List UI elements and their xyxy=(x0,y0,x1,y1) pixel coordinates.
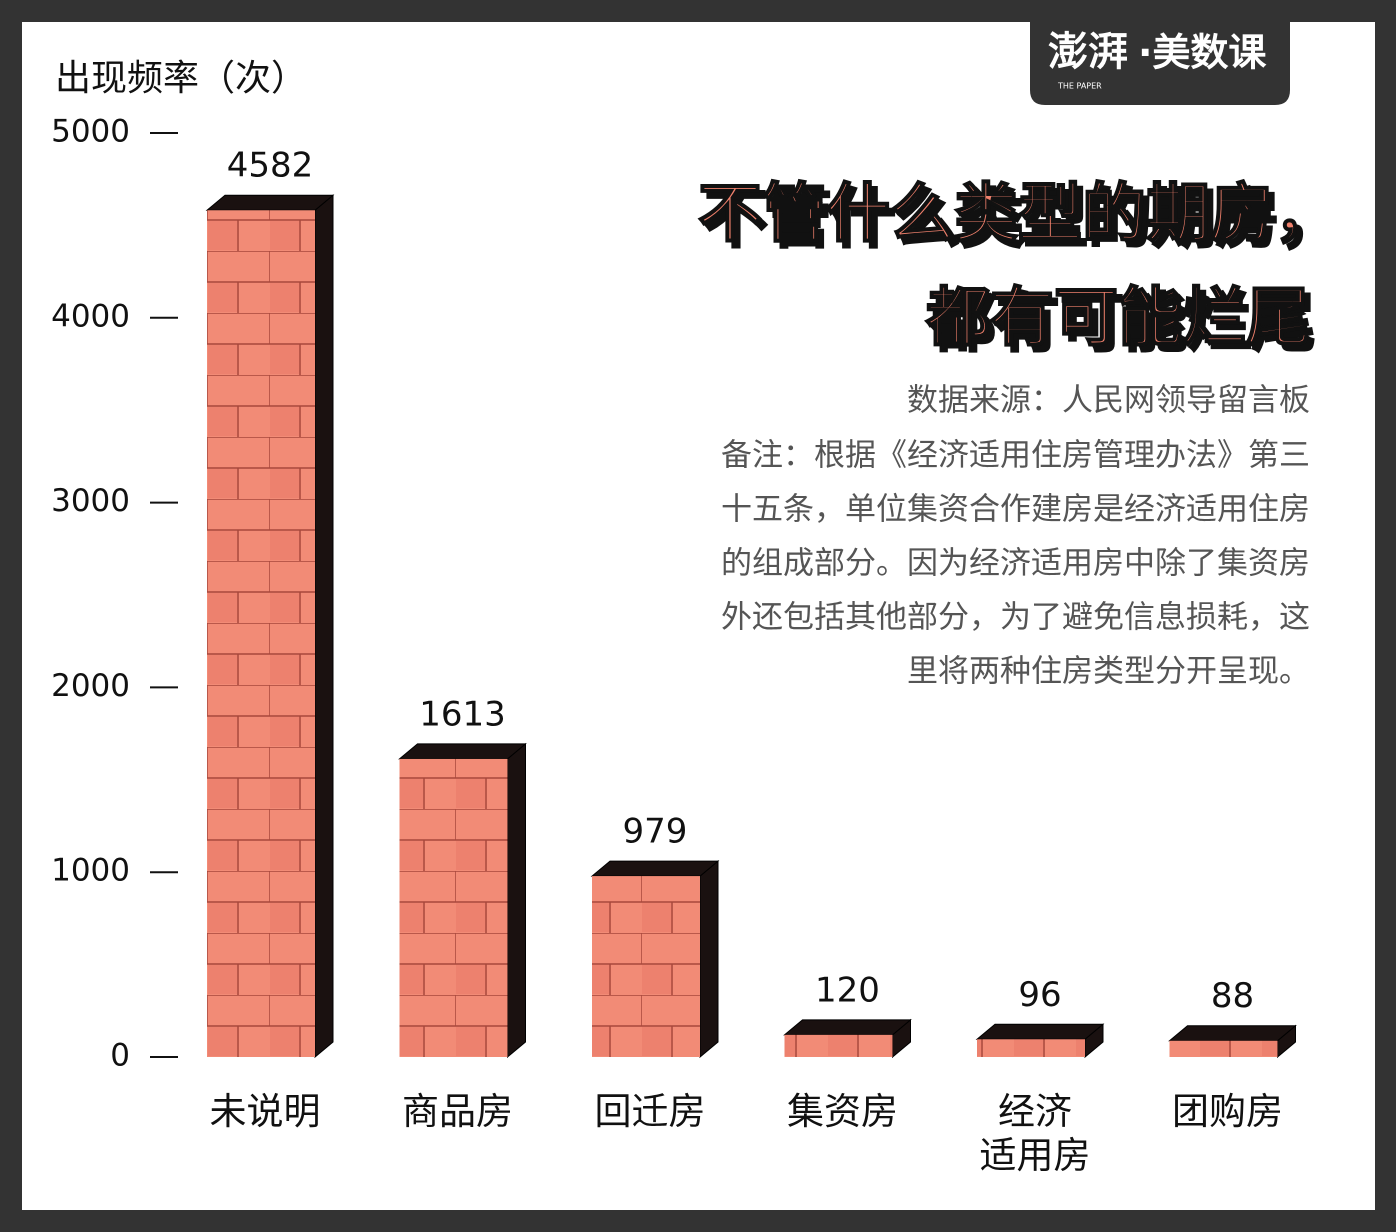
value-label: 1613 xyxy=(419,694,506,734)
y-tick-label: 3000 xyxy=(51,483,130,519)
value-label: 120 xyxy=(815,970,880,1010)
bar xyxy=(207,210,315,1057)
x-tick-label: 经济 适用房 xyxy=(979,1090,1091,1177)
value-label: 96 xyxy=(1018,975,1061,1015)
source: 数据来源：人民网领导留言板 xyxy=(907,383,1310,419)
bar xyxy=(784,1034,893,1057)
bar-top xyxy=(590,860,720,877)
bar-top xyxy=(205,194,335,211)
note-line: 的组成部分。因为经济适用房中除了集资房 xyxy=(721,546,1310,582)
logo-name: ·美数课 xyxy=(1138,31,1266,75)
bar-top xyxy=(1168,1025,1297,1042)
title-line: 不管什么类型的期房， xyxy=(698,178,1338,252)
y-tick-label: 0 xyxy=(110,1038,130,1074)
bar xyxy=(1169,1040,1278,1057)
bar xyxy=(399,758,508,1057)
x-tick-label: 集资房 xyxy=(787,1090,898,1133)
note-line: 外还包括其他部分，为了避免信息损耗，这 xyxy=(721,600,1310,636)
x-tick-label: 商品房 xyxy=(402,1090,513,1133)
note-line: 里将两种住房类型分开呈现。 xyxy=(907,654,1310,690)
bar-side xyxy=(314,194,334,1059)
bar xyxy=(592,876,700,1057)
bar xyxy=(977,1039,1085,1057)
logo-brand: 澎湃 xyxy=(1048,28,1128,75)
y-tick-label: 2000 xyxy=(51,668,130,704)
y-tick-label: 4000 xyxy=(51,298,130,334)
bar-side xyxy=(507,742,526,1059)
y-tick-label: 1000 xyxy=(51,853,130,889)
bar-top xyxy=(975,1023,1105,1040)
value-label: 4582 xyxy=(227,146,314,186)
logo-tab xyxy=(1030,22,1290,105)
note-line: 备注：根据《经济适用住房管理办法》第三 xyxy=(721,438,1310,474)
value-label: 88 xyxy=(1211,976,1254,1016)
y-tick-label: 5000 xyxy=(51,114,130,150)
bar-top xyxy=(398,743,527,760)
value-label: 979 xyxy=(623,812,688,852)
x-tick-label: 回迁房 xyxy=(594,1090,706,1133)
x-tick-label: 未说明 xyxy=(209,1090,321,1133)
title: 不管什么类型的期房， 都有可能烂尾 xyxy=(697,177,1339,357)
note-line: 十五条，单位集资合作建房是经济适用住房 xyxy=(721,492,1310,528)
bar-top xyxy=(783,1019,912,1036)
bar-side xyxy=(699,860,719,1059)
logo-sub: THE PAPER xyxy=(1057,82,1102,91)
x-tick-label: 团购房 xyxy=(1172,1090,1283,1133)
title-line: 都有可能烂尾 xyxy=(925,282,1310,356)
y-axis-label: 出现频率（次） xyxy=(55,58,307,99)
